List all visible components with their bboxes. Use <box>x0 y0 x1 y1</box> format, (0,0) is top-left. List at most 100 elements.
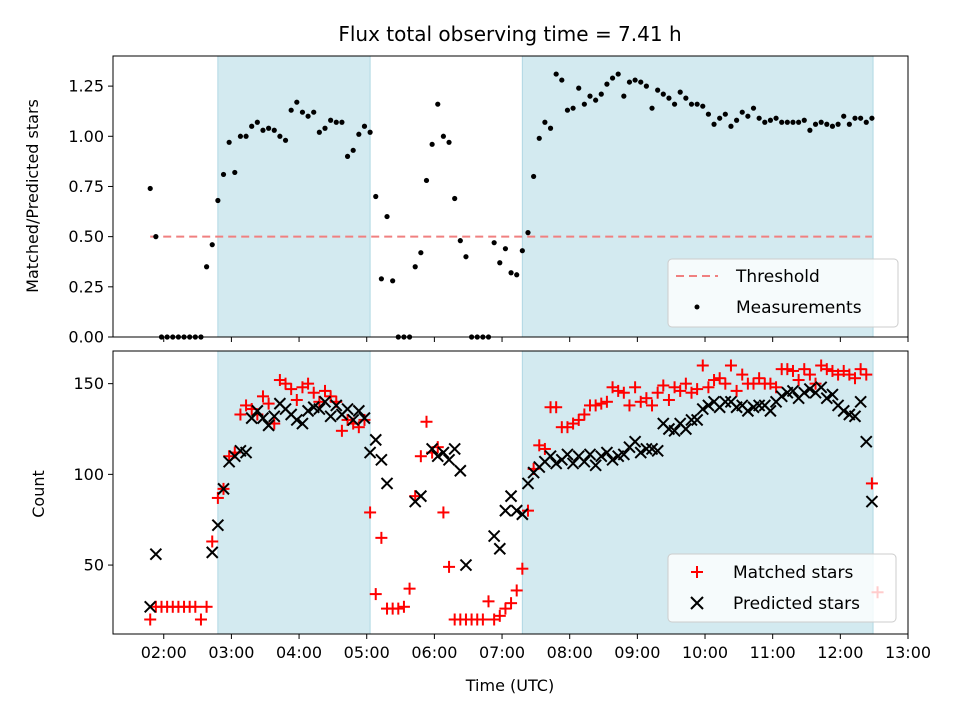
matched-star-point <box>719 377 732 390</box>
predicted-star-point <box>798 386 811 399</box>
predicted-star-point <box>702 399 715 412</box>
predicted-star-point <box>301 404 315 418</box>
measurement-point <box>249 123 255 129</box>
measurement-point <box>688 101 695 107</box>
predicted-star-b <box>814 381 828 394</box>
predicted-star-b <box>307 401 320 414</box>
measurement-point <box>824 121 830 127</box>
predicted-star-b <box>595 450 608 463</box>
x-tick-label: 07:00 <box>479 643 525 662</box>
predicted-star-point <box>341 402 354 416</box>
measurement-point <box>502 246 509 252</box>
measurement-point <box>361 123 368 129</box>
measurement-point <box>722 111 728 117</box>
measurement-point <box>429 141 435 147</box>
measurement-point <box>649 105 655 111</box>
matched-star-point <box>786 364 799 377</box>
measurement-point <box>863 119 869 125</box>
measurement-point <box>796 119 802 125</box>
measurement-point <box>801 117 807 123</box>
predicted-star-point <box>268 410 281 423</box>
matched-star-point <box>194 613 207 626</box>
top-y-tick-label: 0.75 <box>68 177 104 196</box>
predicted-star-point <box>448 442 461 456</box>
predicted-star-point <box>516 508 529 521</box>
measurement-point <box>745 113 751 119</box>
matched-star-point <box>854 363 867 376</box>
top-y-tick-label: 0.25 <box>68 277 104 296</box>
predicted-star-b <box>707 395 721 409</box>
measurement-point <box>350 147 356 153</box>
measurement-point <box>756 115 762 121</box>
predicted-star-b <box>425 442 439 456</box>
measurement-point <box>333 119 339 125</box>
legend-predicted-swatch <box>690 596 704 610</box>
measurement-point <box>700 103 706 109</box>
top-y-tick-label: 1.00 <box>68 127 104 146</box>
matched-star-point <box>708 374 721 387</box>
measurement-point <box>384 213 390 220</box>
predicted-star-point <box>814 381 828 394</box>
measurement-point <box>604 81 610 87</box>
matched-star-point <box>375 531 388 544</box>
top-axis-ticks: 0.00 0.25 0.50 0.75 1.00 1.25 <box>68 77 909 347</box>
measurement-point <box>446 139 452 145</box>
measurement-point <box>835 121 841 127</box>
predicted-star-point <box>206 546 219 559</box>
predicted-star-point <box>144 600 157 613</box>
predicted-star-b <box>843 408 856 421</box>
measurement-point <box>621 93 627 99</box>
predicted-star-b <box>854 395 867 409</box>
predicted-star-b <box>346 413 360 427</box>
measurement-point <box>812 121 819 127</box>
matched-star-point <box>364 506 377 519</box>
measurement-point <box>609 75 616 81</box>
measurement-point <box>829 123 836 129</box>
matched-star-point <box>713 372 726 385</box>
matched-star-point <box>691 383 704 396</box>
predicted-star-b <box>674 417 687 430</box>
predicted-star-point <box>262 419 275 432</box>
measurement-point <box>705 111 712 117</box>
predicted-star-point <box>549 457 563 470</box>
x-tick-label: 03:00 <box>208 643 254 662</box>
measurement-point <box>784 119 790 125</box>
predicted-star-point <box>668 424 681 438</box>
measurement-point <box>412 264 418 270</box>
measurement-point <box>655 87 661 93</box>
predicted-star-b <box>651 444 664 457</box>
measurement-point <box>531 173 537 180</box>
predicted-star-b <box>437 446 450 459</box>
predicted-star-b <box>206 546 219 559</box>
predicted-star-point <box>651 444 664 457</box>
predicted-star-b <box>251 404 264 418</box>
predicted-star-point <box>685 413 698 427</box>
measurement-point <box>254 119 260 125</box>
legend-matched-label: Matched stars <box>733 563 853 583</box>
predicted-star-point <box>786 384 800 398</box>
measurement-point <box>694 101 700 107</box>
predicted-star-point <box>346 413 360 427</box>
measurement-point <box>773 115 779 121</box>
x-tick-label: 09:00 <box>614 643 660 662</box>
legend-matched-swatch <box>691 566 703 578</box>
predicted-star-point <box>764 404 777 418</box>
matched-star-point <box>420 415 433 428</box>
predicted-star-b <box>454 464 467 477</box>
measurement-point <box>767 117 774 123</box>
x-tick-label: 08:00 <box>547 643 593 662</box>
predicted-star-point <box>606 453 619 467</box>
matched-star-point <box>865 477 878 490</box>
bottom-y-tick-label: 150 <box>73 374 104 393</box>
top-y-tick-label: 1.25 <box>68 77 104 96</box>
measurement-point <box>841 113 847 119</box>
measurement-point <box>328 117 334 123</box>
measurement-point <box>305 113 311 119</box>
measurement-point <box>356 131 362 137</box>
predicted-star-point <box>719 395 732 409</box>
measurement-point <box>491 240 497 246</box>
predicted-star-point <box>318 395 332 409</box>
predicted-star-point <box>239 446 253 459</box>
matched-star-point <box>849 372 861 385</box>
